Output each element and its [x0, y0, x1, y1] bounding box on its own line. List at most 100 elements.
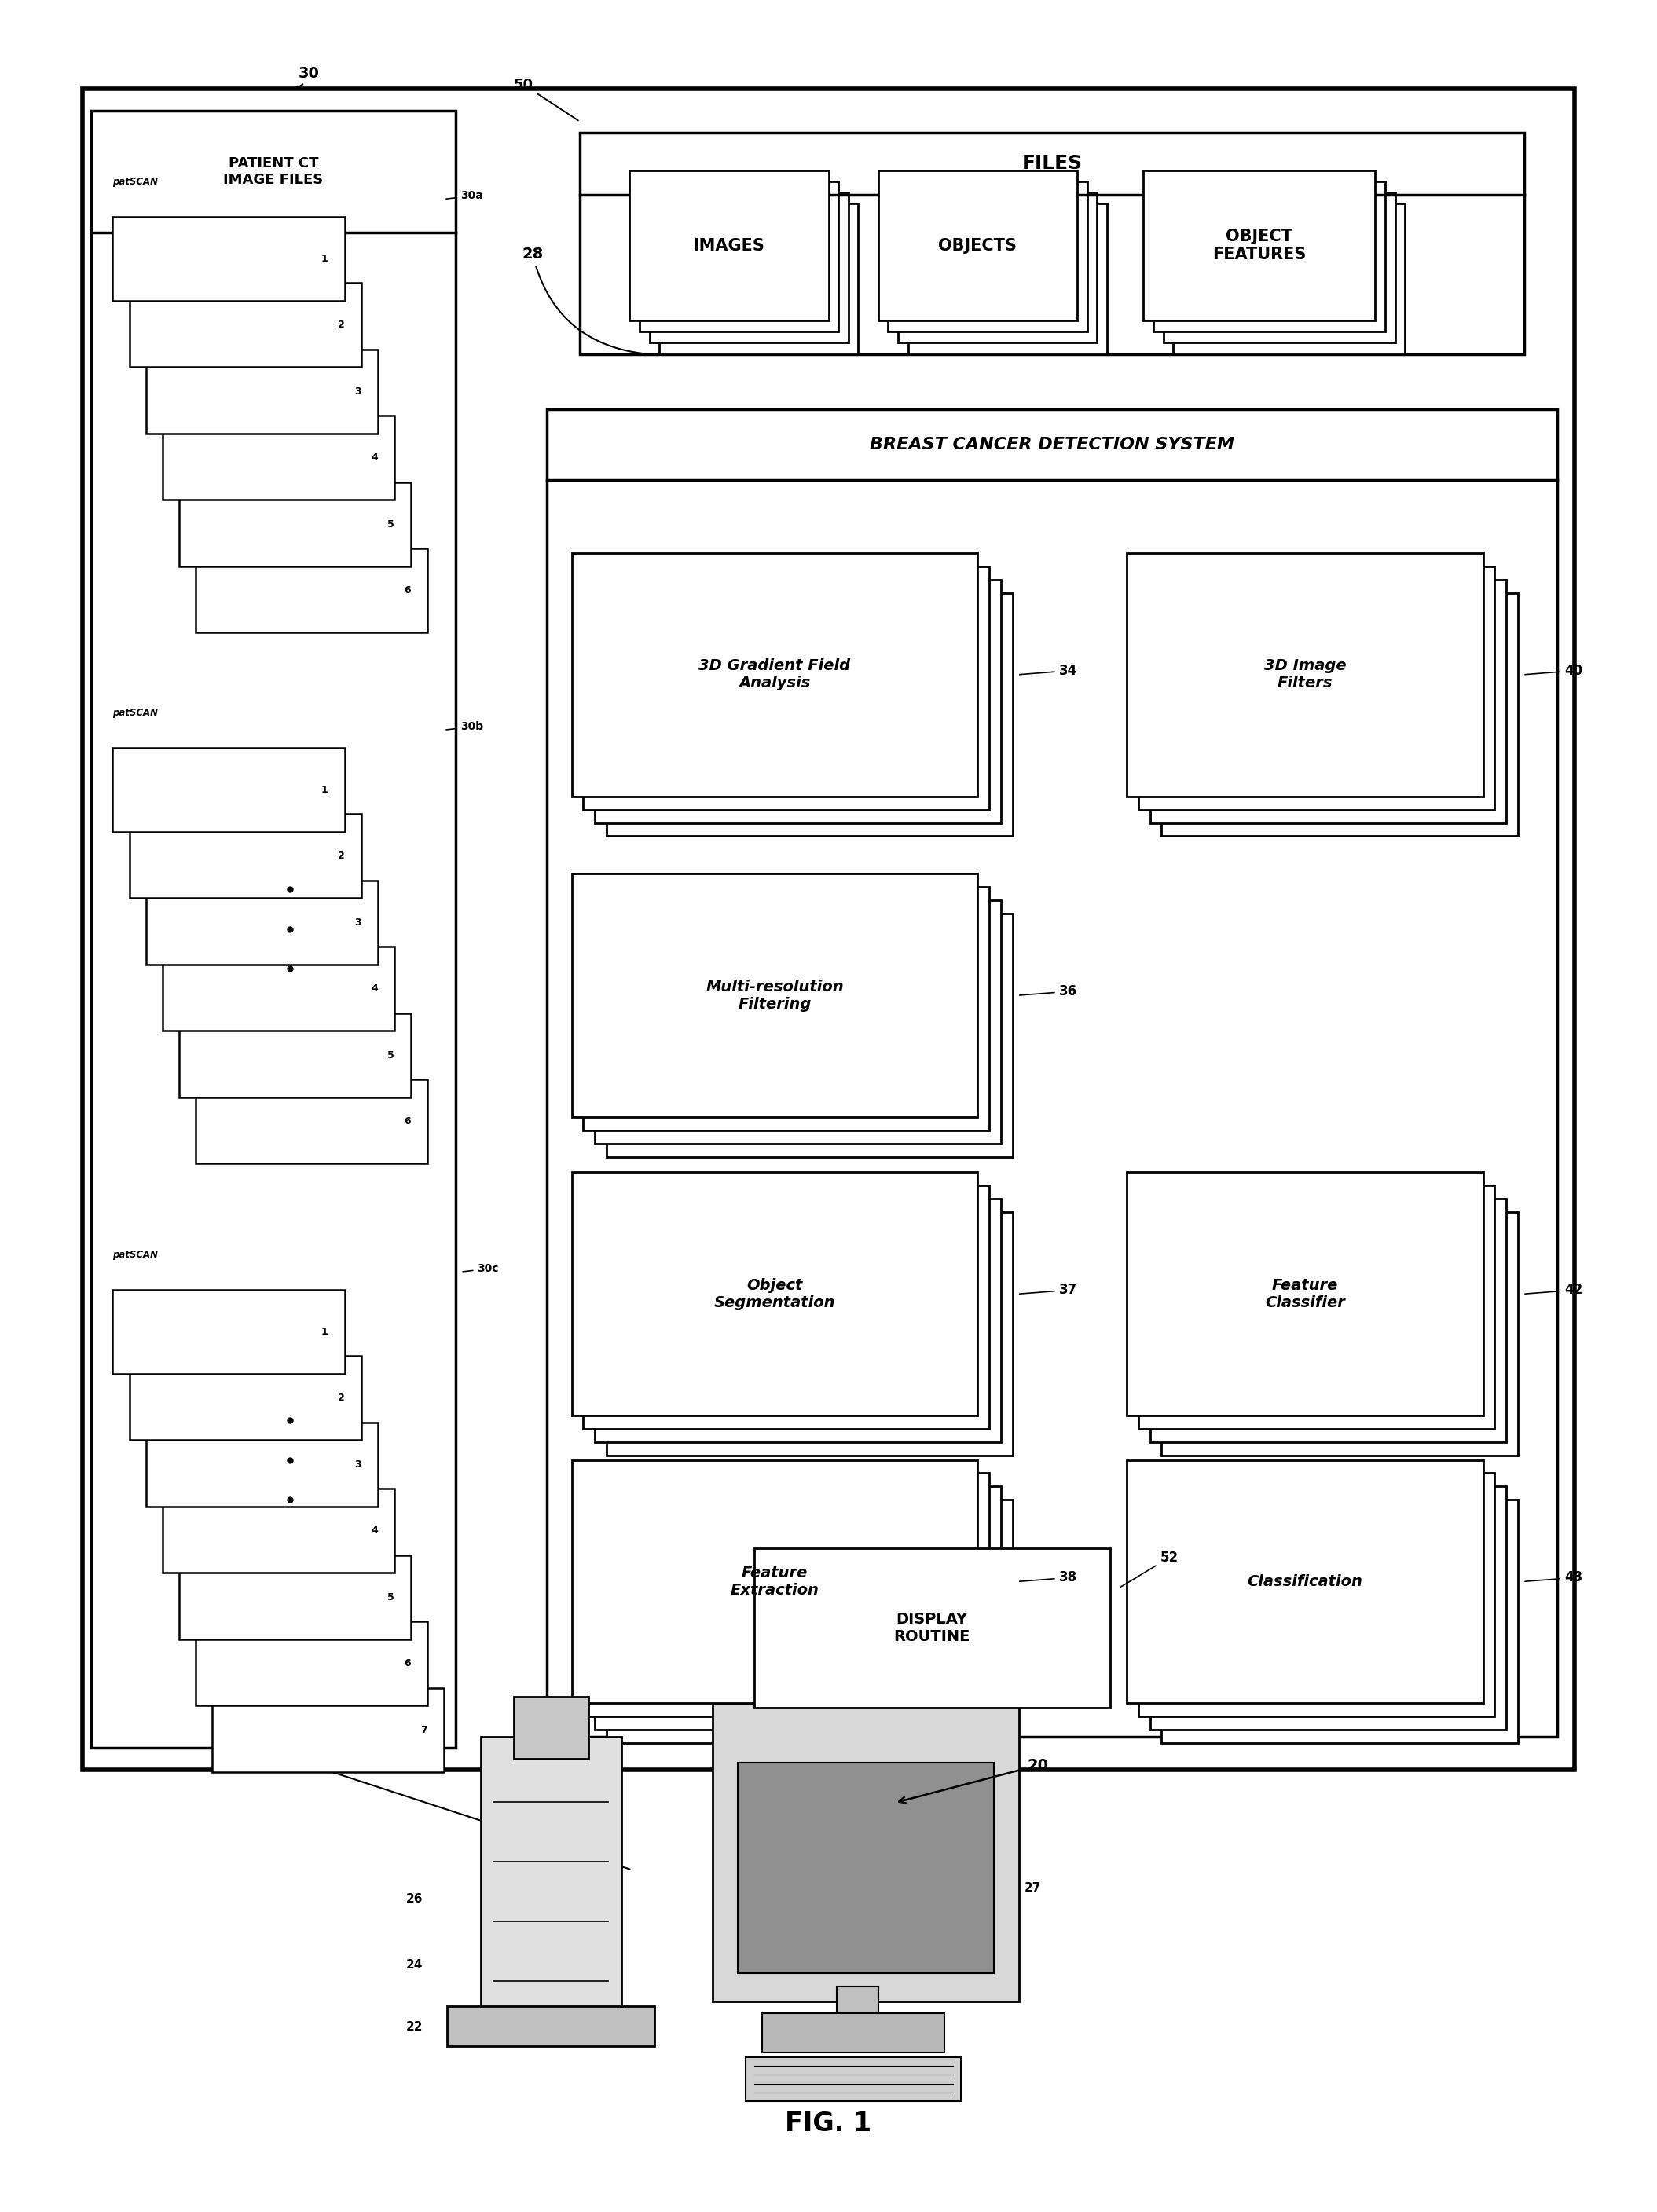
FancyBboxPatch shape [595, 1486, 1001, 1730]
FancyBboxPatch shape [762, 2013, 944, 2053]
FancyBboxPatch shape [129, 814, 361, 898]
Text: 5: 5 [388, 1593, 394, 1601]
Text: 43: 43 [1524, 1571, 1582, 1584]
FancyBboxPatch shape [1138, 1186, 1495, 1429]
FancyBboxPatch shape [572, 1172, 978, 1416]
FancyBboxPatch shape [196, 1621, 428, 1705]
FancyBboxPatch shape [1138, 1473, 1495, 1717]
FancyBboxPatch shape [179, 1013, 411, 1097]
Text: Classification: Classification [1248, 1575, 1362, 1588]
Text: patSCAN: patSCAN [113, 1250, 159, 1261]
FancyBboxPatch shape [595, 900, 1001, 1144]
FancyBboxPatch shape [162, 1489, 394, 1573]
FancyBboxPatch shape [447, 2006, 655, 2046]
FancyBboxPatch shape [1127, 1172, 1483, 1416]
FancyBboxPatch shape [754, 1548, 1110, 1708]
FancyBboxPatch shape [196, 1079, 428, 1164]
Text: 2: 2 [338, 852, 345, 860]
FancyBboxPatch shape [146, 1422, 378, 1506]
FancyBboxPatch shape [1150, 1199, 1506, 1442]
Text: 30: 30 [292, 66, 320, 88]
Text: IMAGES: IMAGES [693, 237, 766, 254]
FancyBboxPatch shape [1162, 1500, 1518, 1743]
FancyBboxPatch shape [1162, 1212, 1518, 1455]
FancyBboxPatch shape [898, 192, 1097, 343]
Text: 1: 1 [321, 254, 328, 263]
Text: 38: 38 [1019, 1571, 1077, 1584]
FancyBboxPatch shape [595, 1199, 1001, 1442]
FancyBboxPatch shape [583, 1186, 989, 1429]
Text: 36: 36 [1019, 984, 1077, 998]
Text: 28: 28 [522, 248, 645, 354]
FancyBboxPatch shape [572, 874, 978, 1117]
Text: 3D Gradient Field
Analysis: 3D Gradient Field Analysis [699, 659, 850, 690]
Text: patSCAN: patSCAN [113, 708, 159, 719]
Text: 6: 6 [404, 586, 411, 595]
FancyBboxPatch shape [162, 416, 394, 500]
FancyBboxPatch shape [1127, 553, 1483, 796]
Text: 3: 3 [355, 1460, 361, 1469]
FancyBboxPatch shape [572, 1460, 978, 1703]
Text: Feature
Extraction: Feature Extraction [731, 1566, 819, 1597]
Text: 27: 27 [1024, 1882, 1041, 1893]
FancyBboxPatch shape [162, 947, 394, 1031]
FancyBboxPatch shape [878, 170, 1077, 321]
FancyBboxPatch shape [888, 181, 1087, 332]
FancyBboxPatch shape [630, 170, 828, 321]
Text: 2: 2 [338, 1394, 345, 1402]
FancyBboxPatch shape [640, 181, 838, 332]
Text: 3: 3 [355, 918, 361, 927]
FancyBboxPatch shape [113, 748, 345, 832]
Text: DISPLAY
ROUTINE: DISPLAY ROUTINE [893, 1613, 971, 1644]
FancyBboxPatch shape [1173, 204, 1405, 354]
Text: 5: 5 [388, 1051, 394, 1060]
FancyBboxPatch shape [1162, 593, 1518, 836]
Text: 3D Image
Filters: 3D Image Filters [1264, 659, 1345, 690]
FancyBboxPatch shape [1143, 170, 1375, 321]
Text: 1: 1 [321, 1327, 328, 1336]
FancyBboxPatch shape [1150, 1486, 1506, 1730]
Text: 3: 3 [355, 387, 361, 396]
FancyBboxPatch shape [113, 1290, 345, 1374]
Text: 7: 7 [421, 1725, 428, 1734]
Text: 30c: 30c [462, 1263, 499, 1274]
Text: 30b: 30b [446, 721, 484, 732]
FancyBboxPatch shape [83, 88, 1574, 1770]
FancyBboxPatch shape [580, 133, 1524, 354]
Text: 37: 37 [1019, 1283, 1077, 1296]
FancyBboxPatch shape [481, 1736, 621, 2035]
FancyBboxPatch shape [1127, 1460, 1483, 1703]
Text: Multi-resolution
Filtering: Multi-resolution Filtering [706, 980, 843, 1011]
FancyBboxPatch shape [737, 1763, 994, 1973]
Text: OBJECT
FEATURES: OBJECT FEATURES [1213, 228, 1306, 263]
Text: BREAST CANCER DETECTION SYSTEM: BREAST CANCER DETECTION SYSTEM [870, 436, 1234, 453]
FancyBboxPatch shape [1150, 580, 1506, 823]
Text: 42: 42 [1524, 1283, 1582, 1296]
Text: 20: 20 [900, 1759, 1049, 1803]
FancyBboxPatch shape [146, 349, 378, 434]
Text: 34: 34 [1019, 664, 1077, 677]
FancyBboxPatch shape [179, 1555, 411, 1639]
FancyBboxPatch shape [746, 2057, 961, 2101]
FancyBboxPatch shape [1138, 566, 1495, 810]
Text: 6: 6 [404, 1659, 411, 1668]
Text: FILES: FILES [1022, 155, 1082, 173]
Text: 26: 26 [406, 1893, 423, 1905]
Text: 1: 1 [321, 785, 328, 794]
FancyBboxPatch shape [606, 593, 1012, 836]
FancyBboxPatch shape [837, 1986, 878, 2031]
FancyBboxPatch shape [547, 409, 1558, 1736]
Text: 22: 22 [406, 2022, 423, 2033]
Text: FIG. 1: FIG. 1 [785, 2110, 872, 2137]
FancyBboxPatch shape [659, 204, 858, 354]
Text: 4: 4 [371, 984, 378, 993]
FancyBboxPatch shape [908, 204, 1107, 354]
Text: 30a: 30a [446, 190, 484, 201]
Text: 52: 52 [1120, 1551, 1178, 1586]
Text: 24: 24 [406, 1960, 423, 1971]
FancyBboxPatch shape [196, 549, 428, 633]
FancyBboxPatch shape [595, 580, 1001, 823]
FancyBboxPatch shape [129, 1356, 361, 1440]
FancyBboxPatch shape [1153, 181, 1385, 332]
Text: 40: 40 [1524, 664, 1582, 677]
